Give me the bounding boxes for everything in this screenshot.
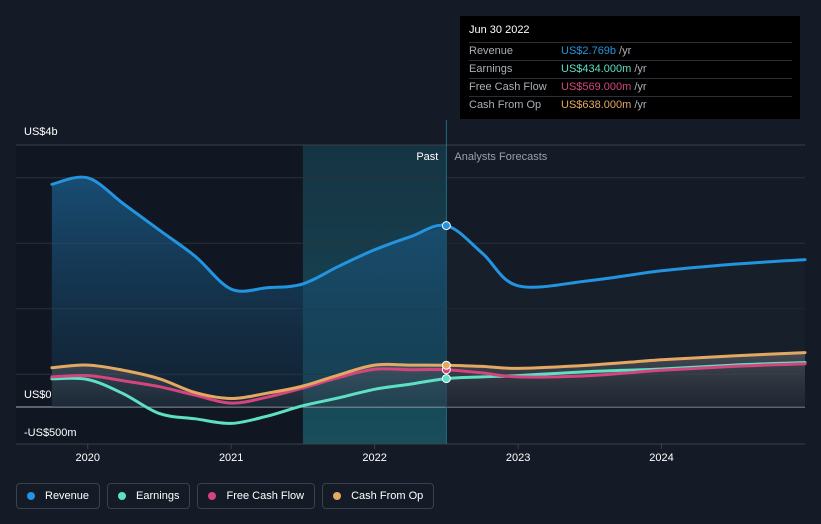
legend-dot-icon [333, 492, 342, 500]
tooltip-row: Free Cash Flow US$569.000m/yr [469, 78, 792, 96]
legend: Revenue Earnings Free Cash Flow Cash From O… [16, 483, 435, 509]
free-cash-flow-line [50, 362, 807, 405]
series-lines [50, 175, 807, 425]
earnings-line [50, 361, 807, 425]
legend-item-free-cash-flow[interactable]: Free Cash Flow [197, 483, 316, 509]
tooltip-row-unit: /yr [634, 99, 647, 111]
legend-item-cash-from-op[interactable]: Cash From Op [322, 483, 435, 509]
tooltip-row-value: US$2.769b [561, 45, 617, 57]
x-tick-label: 2020 [75, 452, 99, 464]
cash-from-op-line [50, 351, 807, 401]
legend-label: Revenue [45, 490, 90, 502]
legend-label: Cash From Op [351, 490, 424, 502]
tooltip-row: Cash From Op US$638.000m/yr [469, 96, 792, 114]
x-tick-label: 2024 [649, 452, 673, 464]
cash-from-op-marker [441, 360, 451, 370]
x-tick-label: 2022 [362, 452, 386, 464]
tooltip-row-value: US$434.000m [561, 63, 632, 75]
revenue-marker [441, 221, 451, 231]
revenue-line [50, 175, 807, 293]
y-tick-label: US$4b [24, 126, 58, 138]
legend-label: Earnings [136, 490, 180, 502]
tooltip-row-name: Earnings [469, 63, 513, 75]
tooltip-row: Revenue US$2.769b/yr [469, 42, 792, 60]
tooltip-row-name: Free Cash Flow [469, 81, 547, 93]
legend-dot-icon [118, 492, 127, 500]
hover-markers [441, 221, 451, 384]
tooltip-row-unit: /yr [634, 81, 647, 93]
tooltip-rows: Revenue US$2.769b/yr Earnings US$434.000m/y… [469, 42, 792, 114]
past-label: Past [416, 151, 438, 163]
x-tick-label: 2023 [506, 452, 530, 464]
tooltip: Jun 30 2022 Revenue US$2.769b/yr Earnings U… [460, 16, 800, 119]
tooltip-row-unit: /yr [634, 63, 647, 75]
tooltip-date: Jun 30 2022 [469, 24, 530, 36]
x-tick-label: 2021 [219, 452, 243, 464]
earnings-marker [441, 374, 451, 384]
tooltip-row: Earnings US$434.000m/yr [469, 60, 792, 78]
legend-dot-icon [27, 492, 35, 500]
tooltip-row-unit: /yr [619, 45, 632, 57]
legend-item-earnings[interactable]: Earnings [107, 483, 191, 509]
axis-labels: US$4b US$0 -US$500m 2020 2021 2022 2023 2024 Pas… [24, 126, 674, 464]
tooltip-row-value: US$638.000m [561, 99, 632, 111]
y-tick-label: US$0 [24, 389, 52, 401]
tooltip-row-name: Revenue [469, 45, 514, 57]
tooltip-row-value: US$569.000m [561, 81, 632, 93]
legend-dot-icon [208, 492, 217, 500]
legend-item-revenue[interactable]: Revenue [16, 483, 101, 509]
tooltip-row-name: Cash From Op [469, 99, 542, 111]
y-tick-label: -US$500m [24, 427, 77, 439]
forecast-label: Analysts Forecasts [454, 151, 547, 163]
legend-label: Free Cash Flow [226, 490, 305, 502]
